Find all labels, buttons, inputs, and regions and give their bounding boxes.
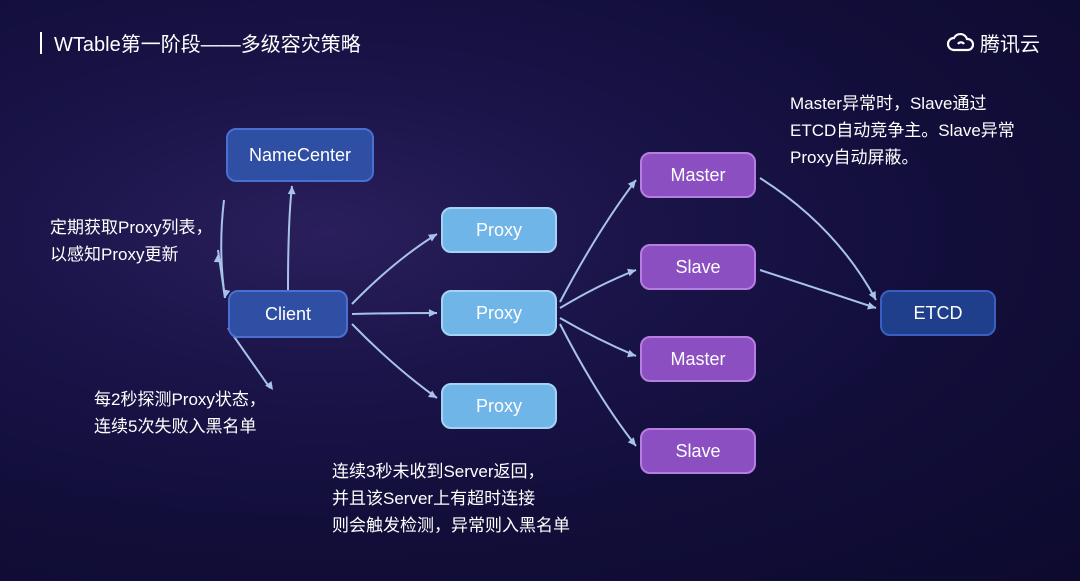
page-title: WTable第一阶段——多级容灾策略 xyxy=(54,28,361,57)
caption-c4: Master异常时，Slave通过 ETCD自动竞争主。Slave异常 Prox… xyxy=(790,90,1015,172)
node-slave1: Slave xyxy=(640,244,756,290)
title-bar-icon xyxy=(40,32,44,54)
node-master2: Master xyxy=(640,336,756,382)
caption-c3: 连续3秒未收到Server返回， 并且该Server上有超时连接 则会触发检测，… xyxy=(332,458,570,540)
caption-c1: 定期获取Proxy列表， 以感知Proxy更新 xyxy=(50,214,212,268)
node-proxy1: Proxy xyxy=(441,207,557,253)
cloud-icon xyxy=(946,32,974,54)
title-wrap: WTable第一阶段——多级容灾策略 xyxy=(40,28,361,57)
node-client: Client xyxy=(228,290,348,338)
node-etcd: ETCD xyxy=(880,290,996,336)
logo: 腾讯云 xyxy=(946,28,1040,57)
node-slave2: Slave xyxy=(640,428,756,474)
node-namecenter: NameCenter xyxy=(226,128,374,182)
header: WTable第一阶段——多级容灾策略 腾讯云 xyxy=(40,28,1040,57)
logo-text: 腾讯云 xyxy=(980,28,1040,57)
node-master1: Master xyxy=(640,152,756,198)
caption-c2: 每2秒探测Proxy状态， 连续5次失败入黑名单 xyxy=(94,386,266,440)
node-proxy3: Proxy xyxy=(441,383,557,429)
node-proxy2: Proxy xyxy=(441,290,557,336)
